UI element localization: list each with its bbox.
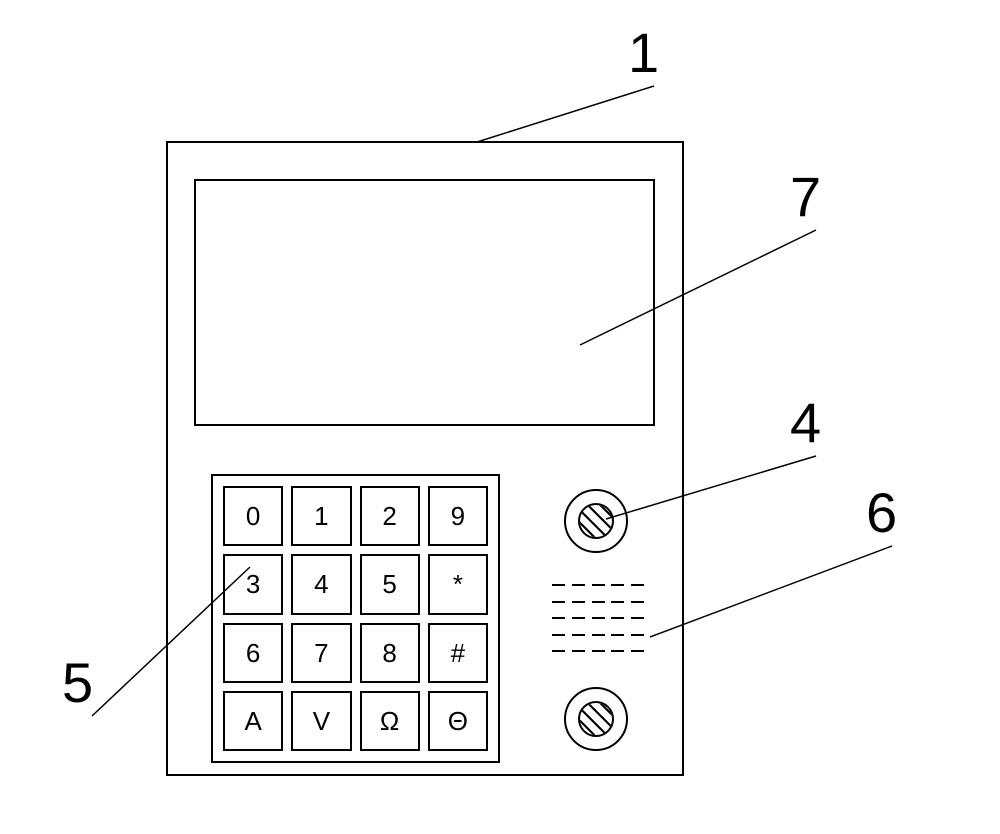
callout-label-1: 1: [628, 20, 659, 85]
diagram-canvas: 0129345*678#AVΩΘ 17465: [0, 0, 1000, 834]
callout-label-4: 4: [790, 390, 821, 455]
leader-line-5: [92, 567, 250, 716]
callout-label-6: 6: [866, 480, 897, 545]
leader-lines: [0, 0, 1000, 834]
leader-line-7: [580, 230, 816, 345]
callout-label-5: 5: [62, 650, 93, 715]
callout-label-7: 7: [790, 164, 821, 229]
leader-line-1: [477, 86, 654, 142]
leader-line-6: [650, 546, 892, 637]
leader-line-4: [606, 456, 816, 519]
